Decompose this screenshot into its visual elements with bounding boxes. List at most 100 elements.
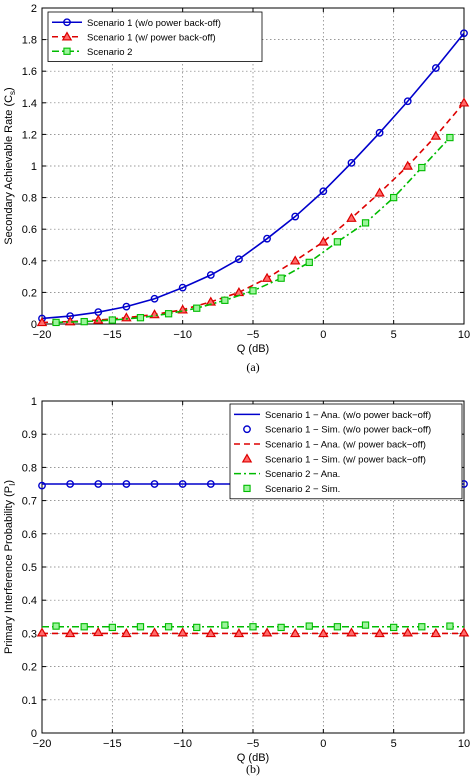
data-point-b-5-1 <box>80 623 88 631</box>
data-point-b-3-15 <box>458 627 470 637</box>
legend-marker-a-0 <box>63 18 71 27</box>
data-point-a-2-8 <box>277 274 285 282</box>
data-point-a-2-1 <box>80 317 88 326</box>
data-point-a-2-11 <box>361 219 370 227</box>
legend-label-b-4: Scenario 2 − Ana. <box>265 469 340 480</box>
legend-box-a <box>47 11 263 62</box>
data-point-a-2-0 <box>52 318 60 327</box>
data-point-b-3-4 <box>149 627 160 637</box>
x-tick-label-a-6: 10 <box>458 329 470 341</box>
data-point-a-1-0 <box>36 317 48 327</box>
y-tick-label-a-10: 2 <box>31 3 37 15</box>
x-tick-label-a-4: 0 <box>320 329 326 341</box>
data-point-b-3-5 <box>177 627 188 637</box>
legend-label-b-0: Scenario 1 − Ana. (w/o power back−off) <box>265 410 431 421</box>
y-tick-label-a-7: 1.4 <box>22 98 37 110</box>
legend-marker-b-1 <box>243 425 251 434</box>
y-tick-label-a-8: 1.6 <box>22 66 37 78</box>
data-point-b-5-11 <box>361 621 370 629</box>
data-point-b-3-11 <box>346 627 357 637</box>
y-axis-label-b-main: Primary Interference Probability (P <box>3 486 15 654</box>
data-point-a-0-14 <box>431 64 440 72</box>
x-tick-label-a-2: −10 <box>173 329 192 341</box>
y-axis-label-a-main: Secondary Achievable Rate (C <box>3 95 15 245</box>
y-axis-label-b: Primary Interference Probability (PI) <box>3 480 17 654</box>
data-point-b-3-2 <box>93 626 104 637</box>
data-point-a-1-9 <box>289 255 301 265</box>
x-tick-label-b-4: 0 <box>320 738 326 750</box>
data-point-a-2-14 <box>446 133 454 142</box>
caption-a: (a) <box>246 360 259 374</box>
x-tick-label-b-2: −10 <box>173 738 192 750</box>
legend-label-b-1: Scenario 1 − Sim. (w/o power back−off) <box>265 425 431 436</box>
series-b-5 <box>52 621 454 632</box>
data-point-b-1-3 <box>122 480 131 488</box>
data-point-b-3-9 <box>289 627 301 638</box>
data-point-a-1-13 <box>402 160 413 170</box>
y-tick-label-b-1: 0.1 <box>22 695 37 707</box>
chart-panel-a: −20 −15 −10 −5 0 5 10 0 0.2 0.4 0.6 0.8 1 1.2 1.4 1.6 1.… <box>3 3 470 374</box>
legend-marker-b-3 <box>241 453 253 463</box>
y-tick-label-b-5: 0.5 <box>22 562 37 574</box>
data-point-a-2-12 <box>390 193 398 202</box>
y-tick-label-a-1: 0.2 <box>22 287 37 299</box>
data-point-a-2-3 <box>136 314 145 322</box>
data-point-b-3-13 <box>402 627 413 637</box>
y-tick-label-b-10: 1 <box>31 396 37 408</box>
data-point-a-2-6 <box>221 296 229 304</box>
data-point-b-3-3 <box>121 627 132 638</box>
y-axis-label-b-subscript: I <box>8 484 17 486</box>
y-tick-label-b-6: 0.6 <box>22 529 37 541</box>
data-point-b-3-10 <box>318 627 329 638</box>
data-point-b-1-5 <box>178 480 187 488</box>
legend-label-a-2: Scenario 2 <box>87 47 132 58</box>
series-b-3 <box>36 626 470 638</box>
data-point-a-0-5 <box>178 283 187 292</box>
y-tick-label-b-4: 0.4 <box>22 595 37 607</box>
data-point-a-0-13 <box>403 97 412 106</box>
y-tick-label-b-8: 0.8 <box>22 462 37 474</box>
data-point-a-0-8 <box>263 234 271 243</box>
data-point-a-2-4 <box>164 310 173 318</box>
data-point-b-3-14 <box>430 627 442 638</box>
y-axis-label-a: Secondary Achievable Rate (Cs) <box>3 87 17 244</box>
data-point-b-5-13 <box>418 623 426 631</box>
x-tick-label-a-5: 5 <box>391 329 397 341</box>
data-point-a-0-12 <box>375 128 384 137</box>
y-tick-label-b-3: 0.3 <box>22 628 37 640</box>
data-point-b-5-12 <box>390 623 398 632</box>
data-point-a-1-10 <box>318 236 329 246</box>
x-tick-label-b-0: −20 <box>33 738 52 750</box>
chart-panel-b: −20 −15 −10 −5 0 5 10 0 0.1 0.2 0.3 0.4 0.5 0.6 0.7 0.8… <box>3 396 470 776</box>
data-point-b-3-8 <box>261 627 273 637</box>
data-point-a-0-3 <box>122 302 131 311</box>
series-line-a-0 <box>41 32 465 320</box>
data-point-b-1-4 <box>150 480 159 488</box>
data-point-a-1-1 <box>64 316 76 326</box>
x-tick-label-a-0: −20 <box>33 329 52 341</box>
data-point-a-1-11 <box>346 212 357 222</box>
x-tick-label-b-5: 5 <box>391 738 397 750</box>
legend-b: Scenario 1 − Ana. (w/o power back−off) Sc… <box>229 403 463 500</box>
y-axis-label-b-close: ) <box>3 480 15 484</box>
series-a-2 <box>52 133 454 327</box>
y-tick-label-b-0: 0 <box>31 728 37 740</box>
data-point-b-5-0 <box>52 622 60 630</box>
legend-marker-b-5 <box>243 484 251 493</box>
data-point-b-3-12 <box>374 627 385 638</box>
data-point-a-2-10 <box>333 238 342 246</box>
data-point-a-2-5 <box>193 304 201 312</box>
caption-b: (b) <box>246 762 260 776</box>
y-tick-label-a-9: 1.8 <box>22 35 37 47</box>
data-point-b-5-6 <box>221 621 229 629</box>
data-point-a-0-6 <box>206 271 215 279</box>
y-tick-label-b-9: 0.9 <box>22 429 37 441</box>
data-point-a-0-9 <box>291 212 300 221</box>
series-a-0 <box>38 29 468 323</box>
x-axis-label-a: Q (dB) <box>237 343 269 355</box>
data-point-a-0-4 <box>150 294 159 303</box>
data-point-b-1-1 <box>66 480 75 488</box>
data-point-a-0-10 <box>319 187 328 196</box>
legend-marker-a-1 <box>61 31 73 41</box>
